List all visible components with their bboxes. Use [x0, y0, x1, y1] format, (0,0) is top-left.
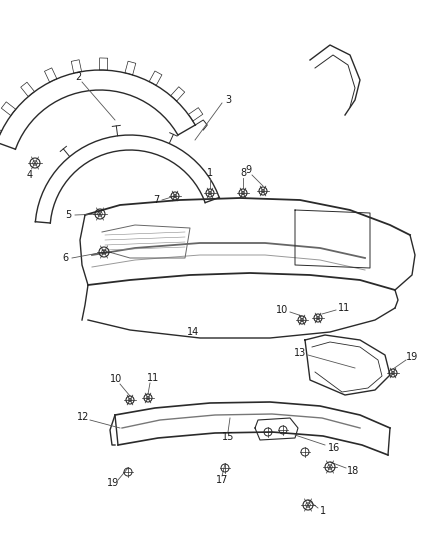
- Text: 2: 2: [75, 72, 81, 82]
- Text: 15: 15: [222, 432, 234, 442]
- Text: 8: 8: [240, 168, 246, 178]
- Text: 19: 19: [107, 478, 119, 488]
- Text: 10: 10: [110, 374, 122, 384]
- Text: 6: 6: [62, 253, 68, 263]
- Text: 11: 11: [147, 373, 159, 383]
- Text: 7: 7: [153, 195, 159, 205]
- Text: 4: 4: [27, 170, 33, 180]
- Text: 10: 10: [276, 305, 288, 315]
- Text: 9: 9: [245, 165, 251, 175]
- Text: 1: 1: [207, 168, 213, 178]
- Text: 5: 5: [65, 210, 71, 220]
- Text: 17: 17: [216, 475, 228, 485]
- Text: 19: 19: [406, 352, 418, 362]
- Text: 13: 13: [294, 348, 306, 358]
- Text: 18: 18: [347, 466, 359, 476]
- Text: 11: 11: [338, 303, 350, 313]
- Text: 3: 3: [225, 95, 231, 105]
- Text: 12: 12: [77, 412, 89, 422]
- Text: 1: 1: [320, 506, 326, 516]
- Text: 16: 16: [328, 443, 340, 453]
- Text: 14: 14: [187, 327, 199, 337]
